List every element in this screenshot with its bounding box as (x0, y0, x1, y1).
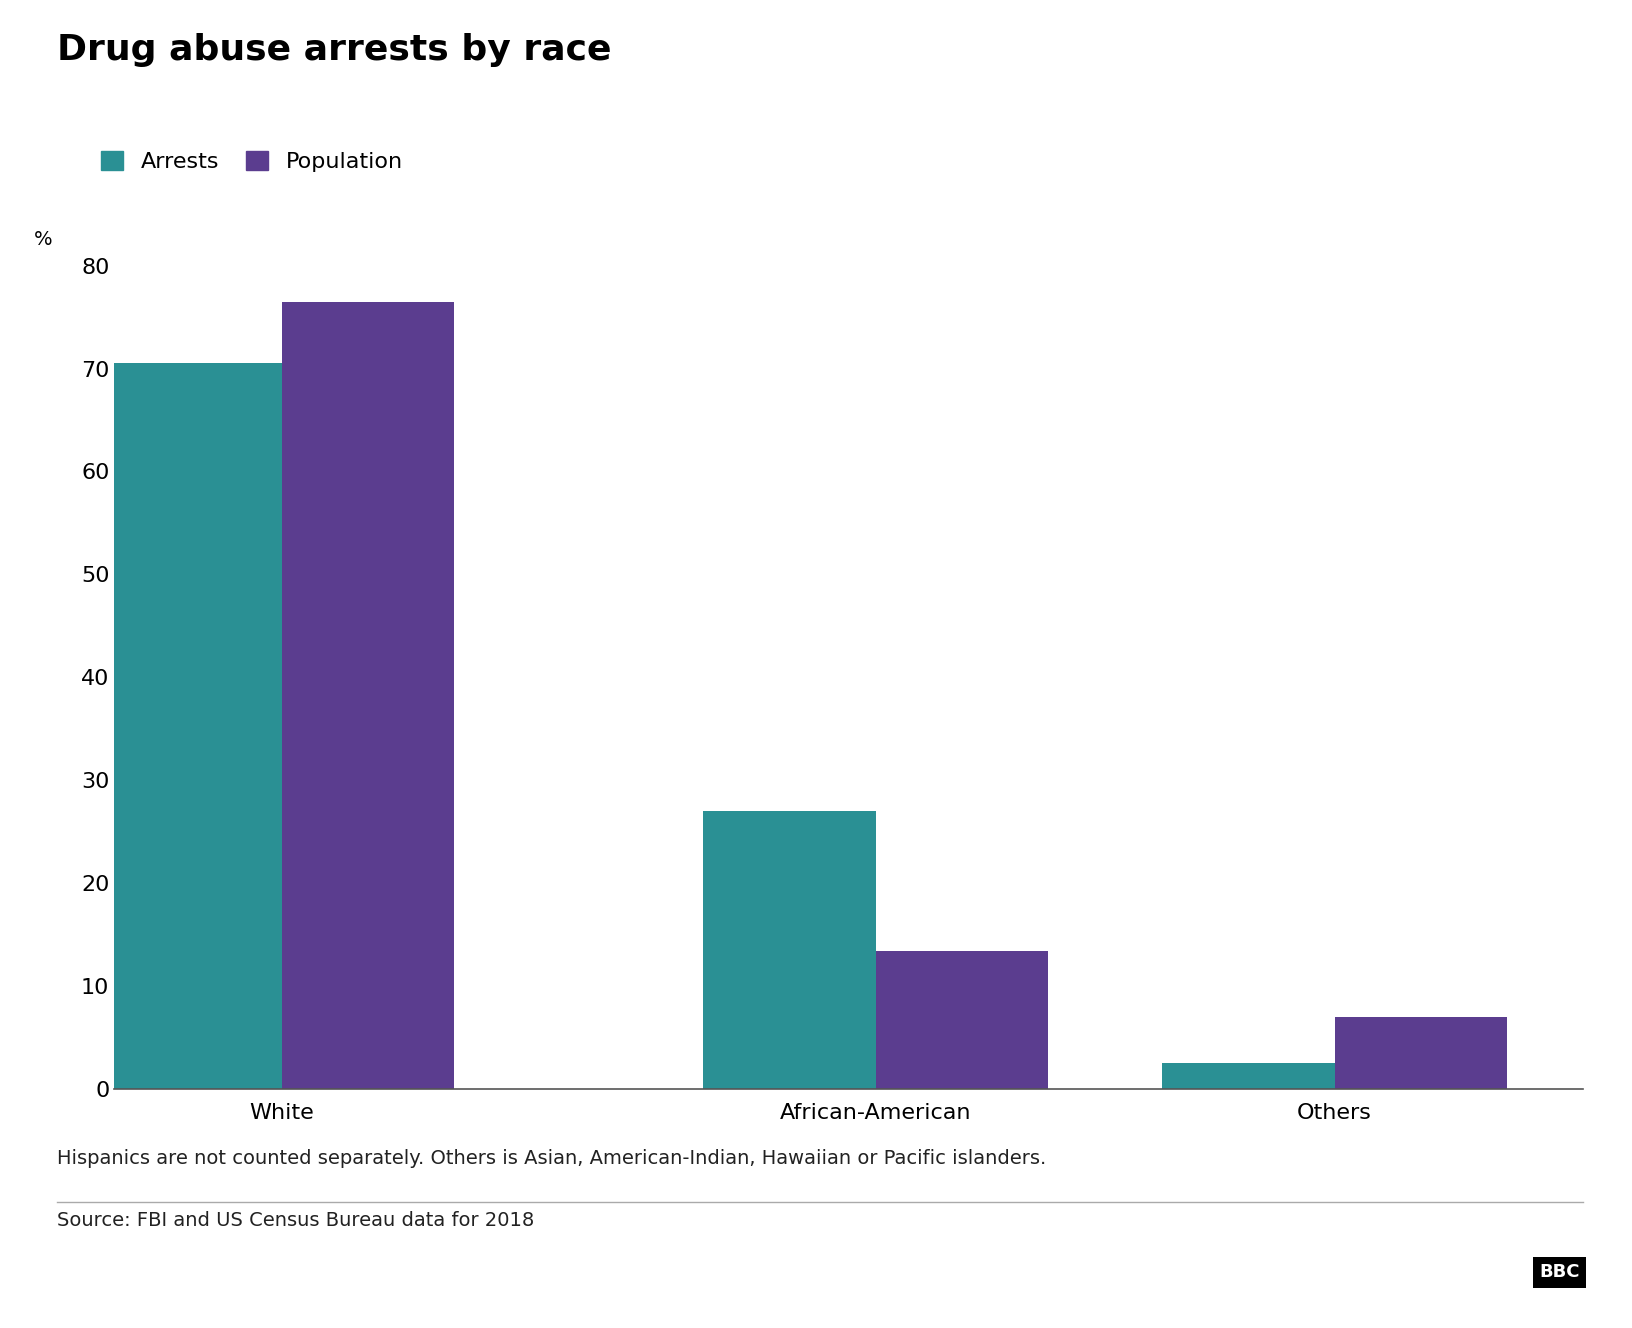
Text: Hispanics are not counted separately. Others is Asian, American-Indian, Hawaiian: Hispanics are not counted separately. Ot… (57, 1149, 1046, 1167)
Bar (876, 951, 1048, 1089)
Legend: Arrests, Population: Arrests, Population (101, 150, 403, 173)
Bar (282, 301, 454, 1089)
Text: Drug abuse arrests by race: Drug abuse arrests by race (57, 33, 612, 68)
Bar (1335, 1017, 1508, 1089)
Bar (1162, 1064, 1335, 1089)
Bar (109, 364, 282, 1089)
Text: %: % (34, 230, 52, 250)
Text: BBC: BBC (1539, 1263, 1580, 1282)
Text: Source: FBI and US Census Bureau data for 2018: Source: FBI and US Census Bureau data fo… (57, 1211, 534, 1230)
Bar (703, 811, 876, 1089)
